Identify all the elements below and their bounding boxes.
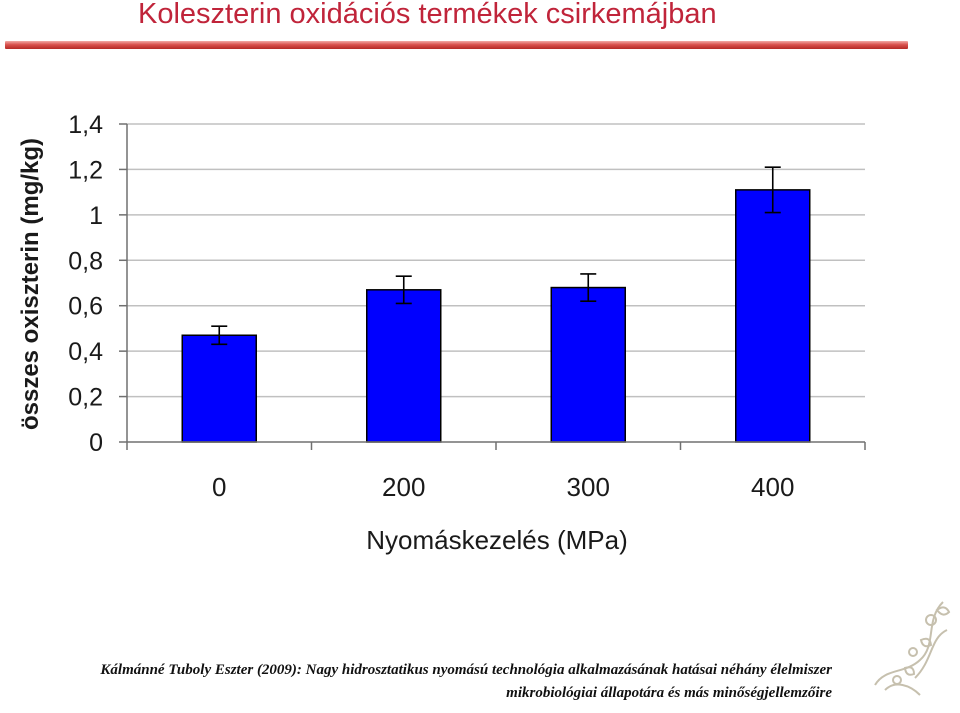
bar-300 [550,286,626,443]
chart-bars [181,189,811,443]
x-tick-label: 0 [212,472,226,502]
x-tick-label: 300 [567,472,610,502]
y-tick-label: 0 [89,429,103,457]
y-tick-label: 1,4 [68,111,103,139]
y-tick-label: 1,2 [68,156,103,184]
bar-400 [735,189,811,443]
slide-title: Koleszterin oxidációs termékek csirkemáj… [138,0,717,30]
y-tick-label: 0,8 [68,247,103,275]
y-tick-label: 0,6 [68,293,103,321]
chart-axes [119,123,866,450]
bar-0 [181,334,257,443]
chart-error-bars [211,166,781,346]
y-tick-label: 1 [89,202,103,230]
title-divider [5,41,908,49]
y-axis-label: összes oxiszterin (mg/kg) [17,138,44,430]
citation-line-1: Kálmánné Tuboly Eszter (2009): Nagy hidr… [100,662,832,678]
x-tick-label: 400 [751,472,794,502]
x-axis-label: Nyomáskezelés (MPa) [366,525,628,555]
x-tick-labels: 0 200 300 400 [212,472,794,502]
bar-chart: 0 0,2 0,4 0,6 0,8 1 1,2 1,4 0 200 300 400 összes o… [17,111,866,555]
citation-line-2: mikrobiológiai állapotára és más minőség… [506,685,832,701]
y-tick-label: 0,2 [68,384,103,412]
floral-ornament-icon [874,601,951,696]
y-tick-label: 0,4 [68,338,103,366]
x-tick-label: 200 [382,472,425,502]
bar-200 [366,289,442,443]
y-tick-labels: 0 0,2 0,4 0,6 0,8 1 1,2 1,4 [68,111,103,457]
